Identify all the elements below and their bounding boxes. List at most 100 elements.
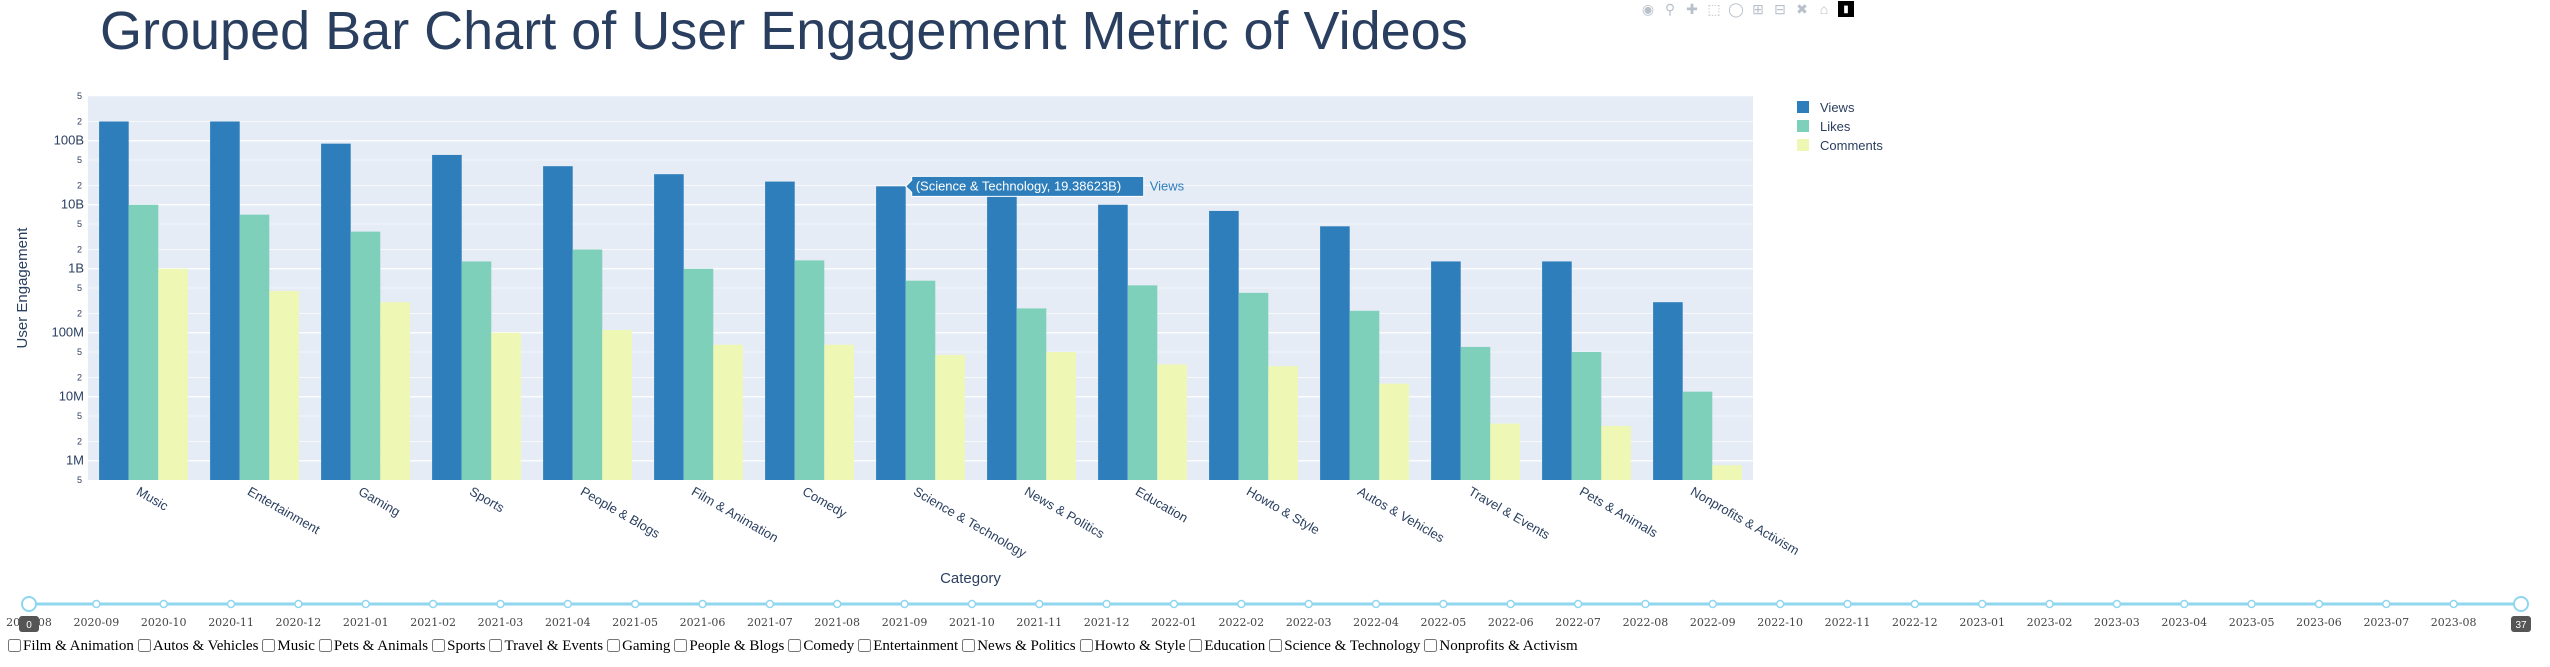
y-tick-label: 10B [61, 197, 84, 212]
bar-comments [824, 344, 854, 480]
filter-option[interactable]: Autos & Vehicles [136, 638, 258, 654]
filter-label: Entertainment [873, 638, 959, 654]
slider-date-label: 2023-03 [2094, 616, 2140, 629]
x-axis-ticks: Music Entertainment Gaming Sports People & B… [134, 484, 1802, 561]
x-tick-label: Science & Technology [911, 484, 1030, 561]
filter-checkbox[interactable] [489, 639, 503, 652]
bar-likes [683, 268, 714, 480]
x-tick-label: Autos & Vehicles [1355, 484, 1447, 546]
x-tick-label: Howto & Style [1244, 484, 1322, 538]
bar-likes [1682, 391, 1713, 480]
bar-comments [1157, 364, 1187, 480]
plotly-logo-icon[interactable]: ▮ [1838, 1, 1854, 17]
slider-tick [1977, 599, 1987, 609]
bar-views [1209, 210, 1239, 480]
lasso-icon[interactable]: ◯ [1728, 0, 1744, 17]
x-tick-label: Nonprofits & Activism [1688, 484, 1802, 558]
chart-title: Grouped Bar Chart of User Engagement Met… [100, 1, 1468, 61]
slider-tick [2112, 599, 2122, 609]
slider-tick [2179, 599, 2189, 609]
filter-checkbox[interactable] [318, 639, 332, 652]
filter-option[interactable]: Entertainment [856, 638, 958, 654]
pan-icon[interactable]: ✚ [1686, 0, 1698, 17]
filter-option[interactable]: People & Blogs [672, 638, 784, 654]
filter-checkbox[interactable] [858, 639, 872, 652]
slider-tick [92, 599, 101, 609]
filter-checkbox[interactable] [1189, 639, 1203, 652]
y-tick-minor-label: 2 [77, 308, 82, 318]
slider-date-label: 2022-06 [1488, 616, 1534, 629]
slider-handle-left [21, 596, 37, 612]
filter-checkbox[interactable] [674, 639, 688, 652]
filter-option[interactable]: News & Politics [960, 638, 1076, 654]
slider-tick [1843, 599, 1852, 609]
slider-value-box-left [19, 616, 39, 632]
filter-option[interactable]: Music [260, 638, 315, 654]
filter-option[interactable]: Science & Technology [1267, 638, 1420, 654]
filter-label: Comedy [803, 638, 855, 654]
camera-icon[interactable]: ◉ [1641, 0, 1655, 17]
legend: Views Likes Comments [1797, 100, 1883, 153]
slider-date-label: 2021-12 [1084, 616, 1130, 629]
legend-swatch [1797, 120, 1809, 132]
slider-date-label: 2021-05 [612, 616, 658, 629]
filter-checkbox[interactable] [137, 639, 151, 652]
bar-likes [461, 261, 492, 480]
slider-tick [1708, 599, 1718, 609]
slider-date-label: 2023-04 [2161, 616, 2207, 629]
filter-checkbox[interactable] [262, 639, 276, 652]
x-tick-label: Comedy [800, 484, 850, 521]
filter-option[interactable]: Pets & Animals [317, 638, 428, 654]
date-range-slider[interactable]: 2020-082020-092020-102020-112020-122021-… [0, 590, 2550, 650]
filter-checkbox[interactable] [1424, 639, 1438, 652]
y-axis-ticks: 1M 2 5 10M 2 5 100M 2 5 1B 2 5 10B 2 5 100B 2 5 5 [51, 91, 84, 485]
slider-date-label: 2021-08 [814, 616, 860, 629]
bar-views [654, 174, 684, 481]
filter-checkbox[interactable] [788, 639, 802, 652]
bar-comments [1601, 425, 1631, 480]
bar-views [1320, 226, 1350, 480]
slider-date-label: 2021-04 [545, 616, 591, 629]
filter-label: Education [1204, 638, 1266, 654]
slider-date-label: 2023-01 [1959, 616, 2005, 629]
bar-views [1098, 204, 1128, 481]
filter-option[interactable]: Howto & Style [1078, 638, 1186, 654]
filter-label: Howto & Style [1094, 638, 1186, 654]
filter-checkbox[interactable] [962, 639, 976, 652]
zoom-icon[interactable]: ⚲ [1664, 0, 1676, 17]
filter-option[interactable]: Gaming [605, 638, 670, 654]
filter-option[interactable]: Nonprofits & Activism [1422, 638, 1578, 654]
legend-swatch [1797, 139, 1809, 151]
slider-tick [1237, 599, 1246, 609]
zoom-out-icon[interactable]: ⊟ [1774, 0, 1786, 17]
zoom-in-icon[interactable]: ⊞ [1752, 0, 1764, 17]
reset-axes-icon[interactable]: ⌂ [1819, 1, 1829, 17]
filter-option[interactable]: Education [1187, 638, 1265, 654]
filter-label: Science & Technology [1284, 638, 1421, 654]
x-tick-label: Music [134, 484, 171, 514]
filter-option[interactable]: Film & Animation [6, 638, 134, 654]
y-tick-minor-label: 5 [77, 283, 82, 293]
filter-checkbox[interactable] [607, 639, 621, 652]
bar-comments [158, 268, 188, 480]
filter-checkbox[interactable] [8, 639, 21, 652]
filter-checkbox[interactable] [432, 639, 446, 652]
filter-option[interactable]: Sports [430, 638, 485, 654]
filter-option[interactable]: Travel & Events [487, 638, 603, 654]
filter-option[interactable]: Comedy [786, 638, 854, 654]
slider-value-left: 0 [26, 620, 32, 631]
filter-checkbox[interactable] [1079, 639, 1093, 652]
autoscale-icon[interactable]: ✖ [1796, 0, 1808, 17]
slider-tick [226, 599, 236, 609]
filter-label: News & Politics [977, 638, 1076, 654]
filter-label: Music [277, 638, 315, 654]
x-tick-label: Entertainment [245, 484, 323, 538]
category-filter: Film & Animation Autos & Vehicles Music Pet… [6, 638, 1580, 655]
slider-date-label: 2020-10 [141, 616, 187, 629]
filter-checkbox[interactable] [1269, 639, 1283, 652]
slider-handles[interactable]: 0 37 [19, 596, 2531, 632]
y-axis-title: User Engagement [14, 227, 31, 349]
slider-tick [2382, 599, 2391, 609]
box-select-icon[interactable]: ⬚ [1707, 0, 1721, 17]
slider-date-label: 2022-12 [1892, 616, 1938, 629]
